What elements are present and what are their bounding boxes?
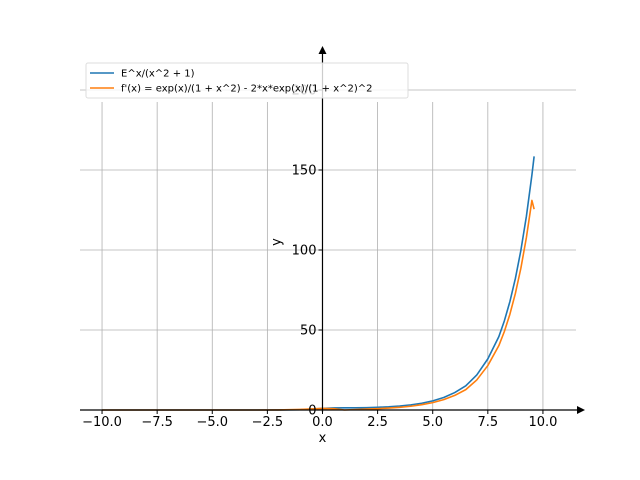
x-tick-label: 0.0 bbox=[312, 415, 333, 430]
axes bbox=[80, 46, 585, 414]
y-axis-label: y bbox=[269, 238, 284, 246]
legend-box bbox=[85, 62, 409, 99]
x-tick-label: 7.5 bbox=[477, 415, 498, 430]
x-tick-label: 2.5 bbox=[367, 415, 388, 430]
y-axis-arrow bbox=[318, 46, 327, 54]
series-layer bbox=[102, 156, 535, 411]
x-tick-label: −2.5 bbox=[252, 415, 284, 430]
legend-label-2: f'(x) = exp(x)/(1 + x^2) - 2*x*exp(x)/(1… bbox=[121, 84, 373, 95]
x-tick-label: 10.0 bbox=[528, 415, 557, 430]
series-line-1 bbox=[102, 156, 535, 411]
x-tick-label: 5.0 bbox=[422, 415, 443, 430]
y-ticks: 050100150200 bbox=[292, 84, 323, 419]
x-axis-arrow bbox=[577, 406, 585, 414]
y-tick-label: 100 bbox=[292, 244, 317, 259]
x-tick-label: −10.0 bbox=[82, 415, 122, 430]
x-ticks: −10.0 −7.5 −5.0 −2.5 0.0 2.5 5.0 7.5 10.0 bbox=[82, 410, 557, 430]
series-line-2 bbox=[102, 199, 535, 411]
x-tick-label: −7.5 bbox=[141, 415, 173, 430]
y-tick-label: 150 bbox=[292, 164, 317, 179]
grid bbox=[80, 89, 576, 411]
y-tick-label: 0 bbox=[308, 404, 316, 419]
x-tick-label: −5.0 bbox=[196, 415, 228, 430]
y-tick-label: 50 bbox=[300, 324, 317, 339]
legend-label-1: E^x/(x^2 + 1) bbox=[121, 69, 195, 80]
legend: E^x/(x^2 + 1) f'(x) = exp(x)/(1 + x^2) - … bbox=[85, 62, 409, 99]
x-axis-label: x bbox=[319, 431, 327, 446]
